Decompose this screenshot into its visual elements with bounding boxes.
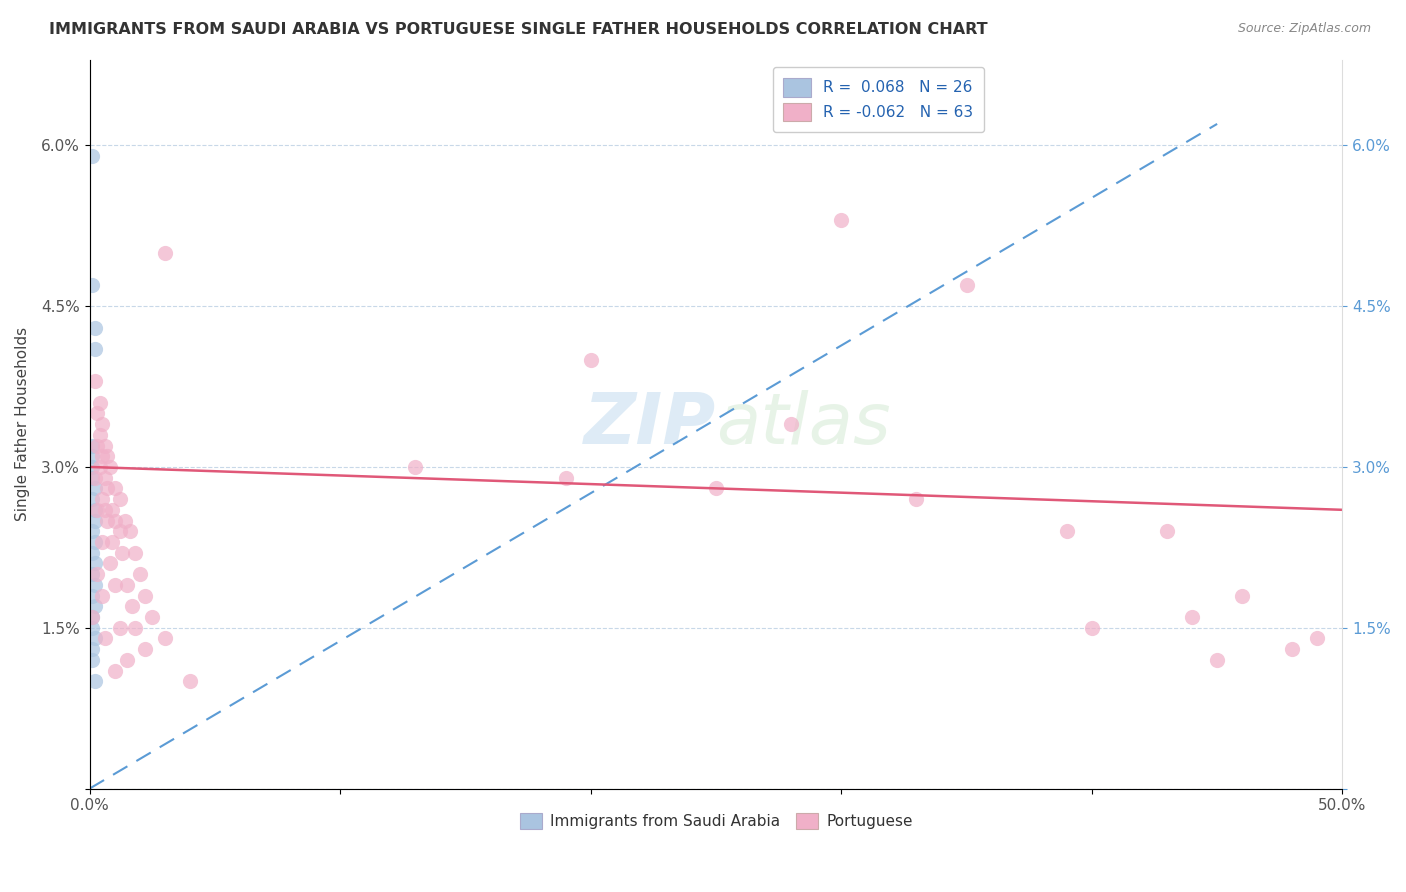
Point xyxy=(118,524,141,539)
Point xyxy=(134,589,156,603)
Point xyxy=(86,438,108,452)
Point xyxy=(554,470,576,484)
Point xyxy=(82,610,104,624)
Point xyxy=(82,438,104,452)
Point xyxy=(104,482,127,496)
Point xyxy=(153,245,176,260)
Point xyxy=(153,632,176,646)
Point xyxy=(82,277,104,292)
Point xyxy=(1181,610,1204,624)
Point xyxy=(83,557,105,571)
Point xyxy=(83,578,105,592)
Point xyxy=(91,535,114,549)
Point xyxy=(83,674,105,689)
Point xyxy=(83,503,105,517)
Point xyxy=(91,589,114,603)
Text: Source: ZipAtlas.com: Source: ZipAtlas.com xyxy=(1237,22,1371,36)
Point xyxy=(83,632,105,646)
Point xyxy=(1081,621,1104,635)
Point xyxy=(108,621,131,635)
Point xyxy=(82,610,104,624)
Y-axis label: Single Father Households: Single Father Households xyxy=(15,327,30,521)
Point xyxy=(1056,524,1078,539)
Point xyxy=(82,470,104,484)
Point xyxy=(83,374,105,388)
Point xyxy=(104,578,127,592)
Point xyxy=(96,449,118,463)
Point xyxy=(1306,632,1329,646)
Point xyxy=(117,578,139,592)
Point xyxy=(96,482,118,496)
Point xyxy=(830,213,852,227)
Point xyxy=(83,342,105,356)
Point xyxy=(82,449,104,463)
Point xyxy=(1206,653,1229,667)
Point xyxy=(1281,642,1303,657)
Point xyxy=(83,599,105,614)
Point xyxy=(111,546,134,560)
Point xyxy=(83,514,105,528)
Point xyxy=(780,417,803,431)
Point xyxy=(98,459,121,474)
Point xyxy=(108,492,131,507)
Point xyxy=(93,470,115,484)
Point xyxy=(82,546,104,560)
Point xyxy=(141,610,163,624)
Point xyxy=(134,642,156,657)
Point xyxy=(89,427,111,442)
Point xyxy=(83,482,105,496)
Point xyxy=(82,524,104,539)
Point xyxy=(98,557,121,571)
Point xyxy=(82,589,104,603)
Point xyxy=(82,149,104,163)
Point xyxy=(955,277,977,292)
Point xyxy=(117,653,139,667)
Point xyxy=(104,514,127,528)
Point xyxy=(89,395,111,409)
Point xyxy=(101,535,124,549)
Text: IMMIGRANTS FROM SAUDI ARABIA VS PORTUGUESE SINGLE FATHER HOUSEHOLDS CORRELATION : IMMIGRANTS FROM SAUDI ARABIA VS PORTUGUE… xyxy=(49,22,988,37)
Point xyxy=(124,621,146,635)
Point xyxy=(179,674,201,689)
Point xyxy=(86,567,108,582)
Point xyxy=(86,406,108,420)
Point xyxy=(93,503,115,517)
Point xyxy=(83,535,105,549)
Point xyxy=(82,642,104,657)
Point xyxy=(579,352,602,367)
Point xyxy=(91,492,114,507)
Point xyxy=(114,514,136,528)
Point xyxy=(91,417,114,431)
Point xyxy=(404,459,426,474)
Point xyxy=(108,524,131,539)
Point xyxy=(104,664,127,678)
Point xyxy=(83,320,105,334)
Point xyxy=(82,653,104,667)
Point xyxy=(124,546,146,560)
Text: atlas: atlas xyxy=(716,390,890,458)
Point xyxy=(93,438,115,452)
Point xyxy=(82,459,104,474)
Point xyxy=(93,632,115,646)
Point xyxy=(82,621,104,635)
Legend: Immigrants from Saudi Arabia, Portuguese: Immigrants from Saudi Arabia, Portuguese xyxy=(513,807,918,836)
Point xyxy=(128,567,150,582)
Point xyxy=(101,503,124,517)
Point xyxy=(1156,524,1178,539)
Point xyxy=(86,503,108,517)
Point xyxy=(96,514,118,528)
Point xyxy=(91,449,114,463)
Point xyxy=(121,599,143,614)
Point xyxy=(1230,589,1253,603)
Point xyxy=(704,482,727,496)
Point xyxy=(905,492,928,507)
Point xyxy=(82,492,104,507)
Point xyxy=(83,470,105,484)
Point xyxy=(89,459,111,474)
Point xyxy=(82,567,104,582)
Text: ZIP: ZIP xyxy=(583,390,716,458)
